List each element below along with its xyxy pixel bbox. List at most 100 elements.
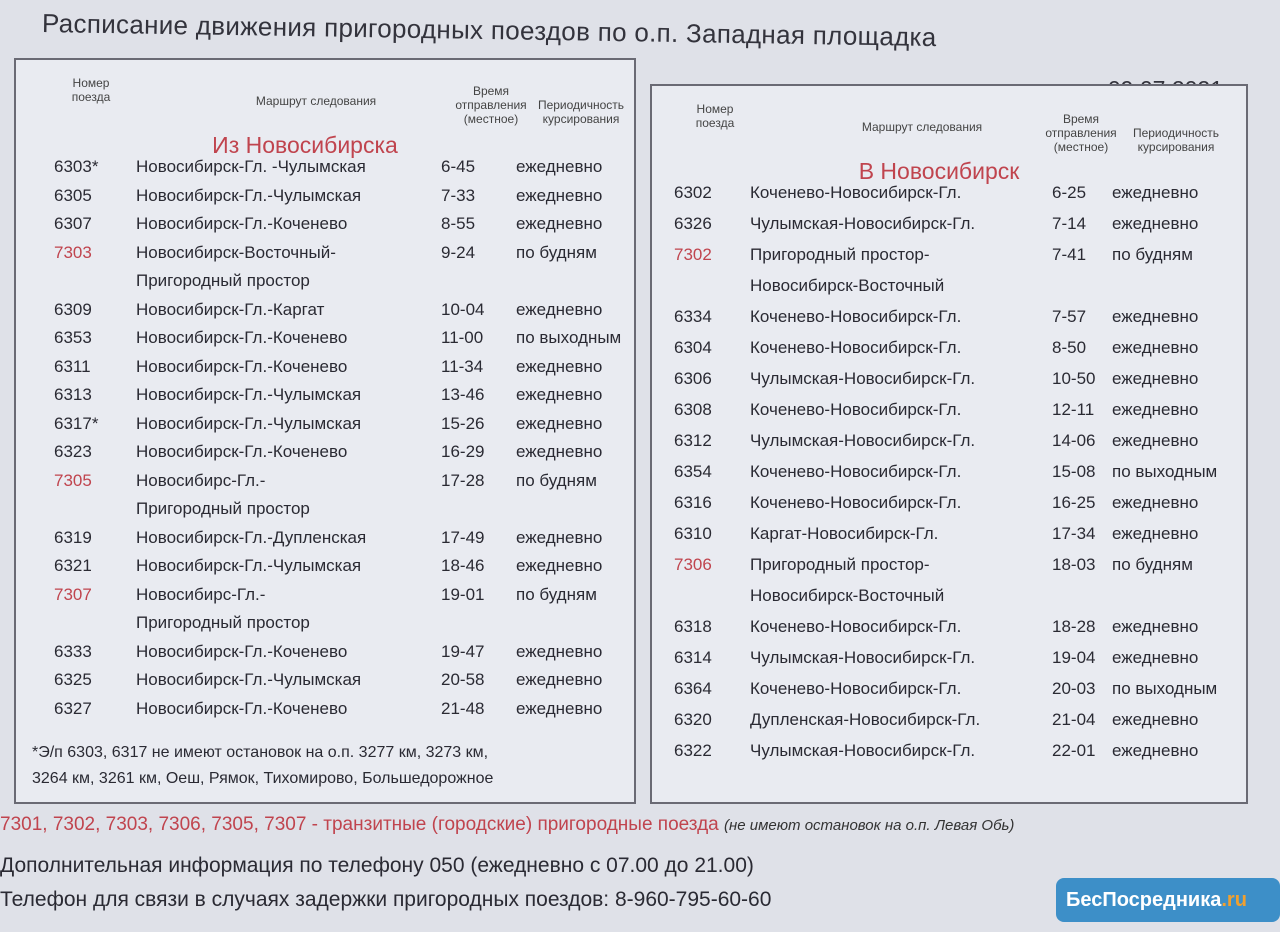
train-number: 6316 <box>674 493 712 512</box>
header-time: Время отправления (местное) <box>455 84 527 126</box>
header-time: Время отправления (местное) <box>1045 112 1117 154</box>
header-number: Номер поезда <box>71 76 111 104</box>
departure-time: 14-06 <box>1052 431 1096 450</box>
periodicity: ежедневно <box>516 356 603 376</box>
train-number: 6311 <box>54 356 91 376</box>
periodicity: ежедневно <box>1112 431 1199 450</box>
route: Коченево-Новосибирск-Гл. <box>750 307 962 326</box>
periodicity: ежедневно <box>516 185 603 205</box>
periodicity: ежедневно <box>1112 741 1199 760</box>
train-number: 6303* <box>54 157 99 176</box>
departure-time: 8-50 <box>1052 338 1087 357</box>
route: Новосибирск-Гл.-Коченево <box>136 214 348 233</box>
header-route: Маршрут следования <box>861 120 983 134</box>
departure-time: 11-00 <box>441 328 484 347</box>
departure-time: 7-41 <box>1052 245 1087 264</box>
periodicity: по будням <box>1112 245 1193 264</box>
route: Новосибирск-Гл. -Чулымская <box>136 157 366 176</box>
route: Коченево-Новосибирск-Гл. <box>750 462 962 481</box>
periodicity: ежедневно <box>1112 307 1199 326</box>
route-continued: Новосибирск-Восточный <box>750 276 945 295</box>
train-number: 6305 <box>54 185 92 205</box>
route: Коченево-Новосибирск-Гл. <box>750 400 962 419</box>
route-continued: Пригородный простор <box>136 271 310 290</box>
periodicity: по будням <box>516 470 597 490</box>
route-continued: Пригородный простор <box>136 499 310 518</box>
periodicity: ежедневно <box>1112 400 1199 419</box>
periodicity: ежедневно <box>516 413 603 433</box>
departure-time: 18-46 <box>441 556 485 575</box>
train-number: 7307 <box>54 584 92 604</box>
departure-time: 7-14 <box>1052 214 1087 233</box>
departure-time: 19-04 <box>1052 648 1096 667</box>
train-number: 6354 <box>674 462 712 481</box>
route: Новосибирск-Восточный- <box>136 242 336 262</box>
periodicity: по выходным <box>1112 679 1218 698</box>
departure-time: 6-25 <box>1052 183 1087 202</box>
departure-time: 17-28 <box>441 470 485 490</box>
train-number: 6319 <box>54 527 92 547</box>
train-number: 6325 <box>54 670 92 689</box>
route: Коченево-Новосибирск-Гл. <box>750 493 962 512</box>
route: Новосибирск-Гл.-Коченево <box>136 641 348 661</box>
train-number: 6322 <box>674 741 712 760</box>
periodicity: ежедневно <box>1112 214 1199 233</box>
departure-time: 20-58 <box>441 670 485 689</box>
train-number: 7306 <box>674 555 712 574</box>
route: Чулымская-Новосибирск-Гл. <box>750 741 976 760</box>
periodicity: по выходным <box>1112 462 1218 481</box>
footnote-line: 3264 км, 3261 км, Оеш, Рямок, Тихомирово… <box>32 770 494 787</box>
periodicity: ежедневно <box>516 299 603 319</box>
route: Коченево-Новосибирск-Гл. <box>750 617 962 636</box>
route: Пригородный простор- <box>750 245 930 264</box>
departure-time: 19-47 <box>441 641 485 661</box>
route: Чулымская-Новосибирск-Гл. <box>750 648 976 667</box>
periodicity: по выходным <box>516 328 622 347</box>
departure-time: 16-29 <box>441 442 485 461</box>
departure-time: 18-28 <box>1052 617 1096 636</box>
route: Новосибирск-Гл.-Чулымская <box>136 556 362 575</box>
periodicity: ежедневно <box>1112 710 1199 729</box>
departure-time: 9-24 <box>441 242 476 262</box>
train-number: 6312 <box>674 431 712 450</box>
departure-time: 17-49 <box>441 527 485 547</box>
delay-phone: Телефон для связи в случаях задержки при… <box>0 888 772 911</box>
train-number: 6302 <box>674 183 712 202</box>
train-number: 7305 <box>54 470 92 490</box>
transit-note: 7301, 7302, 7303, 7306, 7305, 7307 - тра… <box>0 814 1014 836</box>
route: Новосибирс-Гл.- <box>136 584 266 604</box>
train-number: 6313 <box>54 385 92 404</box>
section-title: Из Новосибирска <box>212 132 398 158</box>
route: Новосибирск-Гл.-Дупленская <box>136 527 367 547</box>
info-phone: Дополнительная информация по телефону 05… <box>0 854 754 877</box>
periodicity: ежедневно <box>1112 493 1199 512</box>
train-number: 6326 <box>674 214 712 233</box>
train-number: 6364 <box>674 679 712 698</box>
departure-time: 6-45 <box>441 157 476 176</box>
departure-time: 15-08 <box>1052 462 1096 481</box>
departure-time: 21-48 <box>441 698 485 718</box>
route: Каргат-Новосибирск-Гл. <box>750 524 939 543</box>
route: Новосибирск-Гл.-Коченево <box>136 442 348 461</box>
departure-time: 13-46 <box>441 385 485 404</box>
footnote-line: *Э/п 6303, 6317 не имеют остановок на о.… <box>32 744 489 761</box>
periodicity: ежедневно <box>516 698 603 718</box>
train-number: 6320 <box>674 710 712 729</box>
route: Новосибирск-Гл.-Чулымская <box>136 413 362 433</box>
departure-time: 22-01 <box>1052 741 1096 760</box>
periodicity: ежедневно <box>1112 648 1199 667</box>
periodicity: ежедневно <box>516 556 603 575</box>
periodicity: ежедневно <box>516 157 603 176</box>
transit-numbers: 7301, 7302, 7303, 7306, 7305, 7307 <box>0 814 307 835</box>
train-number: 6310 <box>674 524 712 543</box>
periodicity: ежедневно <box>516 527 603 547</box>
periodicity: ежедневно <box>1112 338 1199 357</box>
train-number: 6327 <box>54 698 92 718</box>
route: Новосибирск-Гл.-Чулымская <box>136 185 362 205</box>
departure-time: 8-55 <box>441 214 476 233</box>
periodicity: ежедневно <box>516 442 603 461</box>
train-number: 6309 <box>54 299 92 319</box>
route: Чулымская-Новосибирск-Гл. <box>750 369 976 388</box>
train-number: 7303 <box>54 242 92 262</box>
periodicity: ежедневно <box>1112 369 1199 388</box>
